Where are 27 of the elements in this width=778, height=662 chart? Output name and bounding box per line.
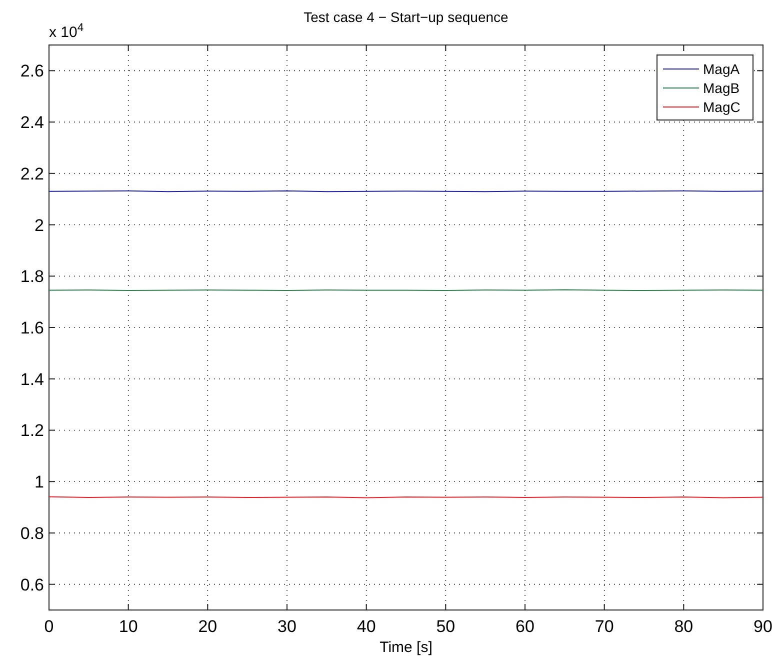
x-tick-label: 0 [44, 617, 54, 636]
x-tick-label: 20 [198, 617, 218, 636]
y-tick-label: 2.6 [20, 62, 44, 81]
y-tick-label: 1.4 [20, 370, 44, 389]
y-tick-label: 1 [34, 472, 44, 492]
y-tick-label: 2.2 [20, 164, 44, 184]
x-tick-label: 70 [594, 617, 614, 636]
x-tick-label: 60 [516, 617, 534, 636]
y-tick-label: 0.8 [20, 524, 44, 543]
text: x 10$^{4}$ [49, 22, 84, 41]
legend-label: MagA [703, 61, 740, 77]
chart-title: Test case 4 − Start−up sequence [304, 9, 509, 25]
x-tick-label: 50 [436, 617, 456, 636]
x-tick-label: 80 [674, 617, 694, 636]
y-tick-label: 1.2 [20, 421, 44, 440]
y-tick-label: 2 [34, 216, 44, 235]
y-tick-label: 0.6 [20, 575, 44, 594]
x-tick-label: 90 [754, 617, 772, 636]
x-axis-title: Time [s] [380, 639, 432, 656]
x-tick-label: 10 [118, 617, 138, 636]
x-tick-label: 40 [356, 617, 376, 636]
legend-label: MagB [703, 80, 740, 96]
legend-label: MagC [703, 99, 740, 115]
y-tick-label: 1.8 [20, 267, 44, 286]
y-tick-label: 2.4 [20, 113, 44, 132]
y-tick-label: 1.6 [20, 318, 44, 338]
x-tick-label: 30 [278, 617, 296, 636]
